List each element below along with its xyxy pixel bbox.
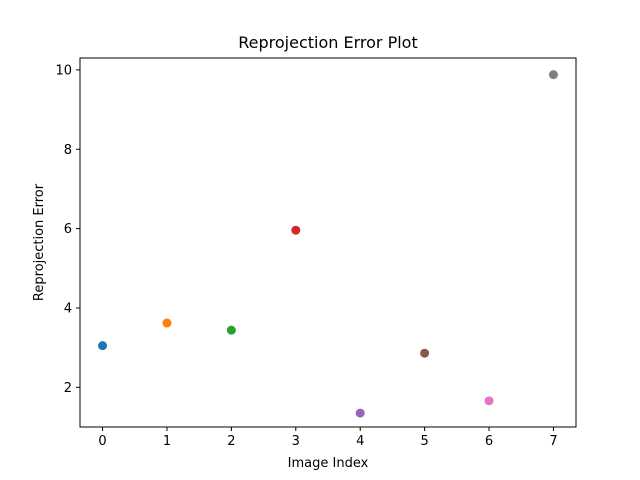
x-tick-label: 0: [98, 434, 106, 449]
y-tick-label: 10: [55, 63, 72, 78]
axis-ticks: 0 1 2 3 4 5 6 7 2 4 6 8 10: [55, 63, 557, 449]
x-tick-label: 5: [420, 434, 428, 449]
x-tick-label: 6: [485, 434, 493, 449]
y-axis-label: Reprojection Error: [32, 183, 47, 301]
data-point: [291, 225, 301, 235]
plot-marks: [98, 70, 558, 418]
data-point: [484, 396, 494, 406]
x-axis-label: Image Index: [288, 456, 369, 471]
x-tick-label: 3: [292, 434, 300, 449]
data-point: [420, 348, 430, 358]
y-tick-label: 4: [64, 301, 72, 316]
data-point: [162, 318, 172, 328]
x-tick-label: 1: [163, 434, 171, 449]
y-tick-label: 6: [64, 222, 72, 237]
axes-frame: [79, 57, 577, 428]
x-tick-label: 4: [356, 434, 364, 449]
data-point: [355, 408, 365, 418]
data-point: [98, 341, 108, 351]
y-tick-label: 8: [64, 143, 72, 158]
data-point: [226, 325, 236, 335]
data-point: [548, 70, 558, 80]
chart-title: Reprojection Error Plot: [238, 33, 417, 52]
x-tick-label: 7: [549, 434, 557, 449]
x-tick-label: 2: [227, 434, 235, 449]
y-tick-label: 2: [64, 381, 72, 396]
